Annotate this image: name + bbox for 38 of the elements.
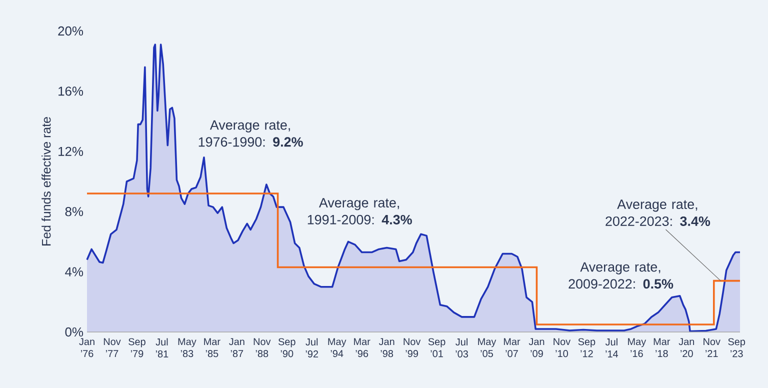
- x-tick-label: Sep ’79: [128, 338, 146, 358]
- x-tick-label: Jan ’76: [79, 338, 94, 358]
- annotation: Average rate, 1991-2009: 4.3%: [308, 198, 412, 224]
- y-tick-label: 12%: [58, 146, 84, 156]
- x-tick-label: Nov ’99: [404, 338, 421, 358]
- x-tick-label: Jan ’87: [229, 338, 244, 358]
- x-tick-label: Nov ’21: [704, 338, 720, 358]
- x-tick-label: May ’83: [178, 338, 196, 358]
- x-tick-label: Mar ’85: [204, 338, 220, 358]
- annotation: Average rate, 2022-2023: 3.4%: [606, 200, 710, 226]
- y-tick-label: 0%: [65, 327, 84, 337]
- x-tick-label: Jan ’20: [678, 338, 694, 358]
- x-tick-label: Nov ’10: [554, 338, 571, 358]
- x-tick-label: Sep ’90: [278, 338, 296, 358]
- x-tick-label: Jul ’92: [306, 338, 318, 358]
- annotation: Average rate, 1976-1990: 9.2%: [198, 120, 303, 147]
- annotation: Average rate, 2009-2022: 0.5%: [568, 262, 674, 289]
- y-tick-label: 4%: [65, 267, 84, 276]
- x-tick-label: Nov ’88: [254, 338, 271, 358]
- x-tick-label: Mar ’18: [654, 338, 670, 358]
- x-tick-label: Jan ’98: [378, 338, 394, 358]
- x-tick-label: May ’94: [328, 338, 346, 358]
- x-tick-label: Jul ’14: [605, 338, 618, 358]
- y-axis-title: Fed funds effective rate: [42, 117, 51, 246]
- x-tick-label: Sep ’12: [578, 338, 596, 358]
- y-tick-label: 16%: [58, 86, 84, 96]
- x-tick-label: Nov ’77: [104, 338, 121, 358]
- x-tick-label: May ’16: [628, 338, 646, 358]
- x-tick-label: Sep ’23: [728, 338, 746, 358]
- x-tick-label: Mar ’07: [504, 338, 520, 358]
- x-tick-label: May ’05: [478, 338, 496, 358]
- x-tick-label: Jan ’09: [528, 338, 544, 358]
- x-tick-label: Sep ’01: [428, 338, 446, 358]
- y-tick-label: 20%: [58, 26, 84, 36]
- x-tick-label: Jul ’81: [156, 338, 168, 358]
- x-tick-label: Mar ’96: [354, 338, 370, 358]
- x-tick-label: Jul ’03: [456, 338, 468, 358]
- y-tick-label: 8%: [65, 207, 84, 216]
